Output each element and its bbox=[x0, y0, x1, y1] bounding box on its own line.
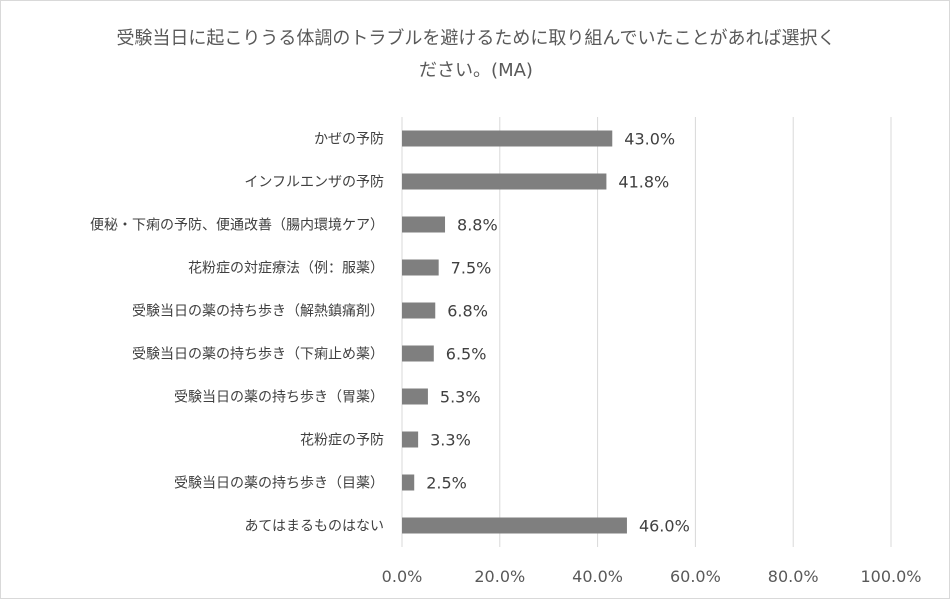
category-label-3: 花粉症の対症療法（例：服薬） bbox=[188, 260, 384, 277]
value-label-9: 46.0% bbox=[639, 517, 690, 536]
bar-1 bbox=[402, 173, 607, 190]
bar-3 bbox=[402, 259, 439, 276]
bar-7 bbox=[402, 431, 419, 448]
x-tick-label-2: 40.0% bbox=[572, 567, 623, 586]
category-label-6: 受験当日の薬の持ち歩き（胃薬） bbox=[174, 390, 384, 406]
chart-title-line2: ださい。(MA) bbox=[419, 60, 533, 81]
bar-8 bbox=[402, 474, 415, 491]
bar-2 bbox=[402, 216, 446, 233]
value-label-3: 7.5% bbox=[451, 259, 492, 278]
category-label-5: 受験当日の薬の持ち歩き（下痢止め薬） bbox=[132, 347, 384, 363]
category-label-4: 受験当日の薬の持ち歩き（解熱鎮痛剤） bbox=[132, 303, 384, 320]
bar-0 bbox=[402, 130, 613, 147]
chart-title-line1: 受験当日に起こりうる体調のトラブルを避けるために取り組んでいたことがあれば選択く bbox=[116, 28, 836, 49]
bar-9 bbox=[402, 517, 627, 534]
value-label-2: 8.8% bbox=[457, 216, 498, 235]
category-label-0: かぜの予防 bbox=[314, 132, 384, 148]
category-label-2: 便秘・下痢の予防、便通改善（腸内環境ケア） bbox=[90, 218, 384, 234]
value-label-6: 5.3% bbox=[440, 388, 481, 407]
bar-5 bbox=[402, 345, 434, 362]
chart-title: 受験当日に起こりうる体調のトラブルを避けるために取り組んでいたことがあれば選択く… bbox=[61, 23, 891, 87]
x-tick-label-3: 60.0% bbox=[670, 567, 721, 586]
x-tick-label-4: 80.0% bbox=[768, 567, 819, 586]
x-tick-label-0: 0.0% bbox=[382, 567, 423, 586]
category-label-1: インフルエンザの予防 bbox=[244, 175, 384, 191]
category-label-9: あてはまるものはない bbox=[245, 519, 384, 535]
value-label-8: 2.5% bbox=[426, 474, 467, 493]
x-tick-label-5: 100.0% bbox=[860, 567, 921, 586]
x-tick-label-1: 20.0% bbox=[474, 567, 525, 586]
value-label-0: 43.0% bbox=[624, 130, 675, 149]
category-label-8: 受験当日の薬の持ち歩き（目薬） bbox=[174, 476, 384, 492]
bar-4 bbox=[402, 302, 436, 319]
value-label-5: 6.5% bbox=[446, 345, 487, 364]
value-label-4: 6.8% bbox=[447, 302, 488, 321]
category-label-7: 花粉症の予防 bbox=[300, 433, 384, 449]
bar-6 bbox=[402, 388, 428, 405]
value-label-7: 3.3% bbox=[430, 431, 471, 450]
value-label-1: 41.8% bbox=[618, 173, 669, 192]
